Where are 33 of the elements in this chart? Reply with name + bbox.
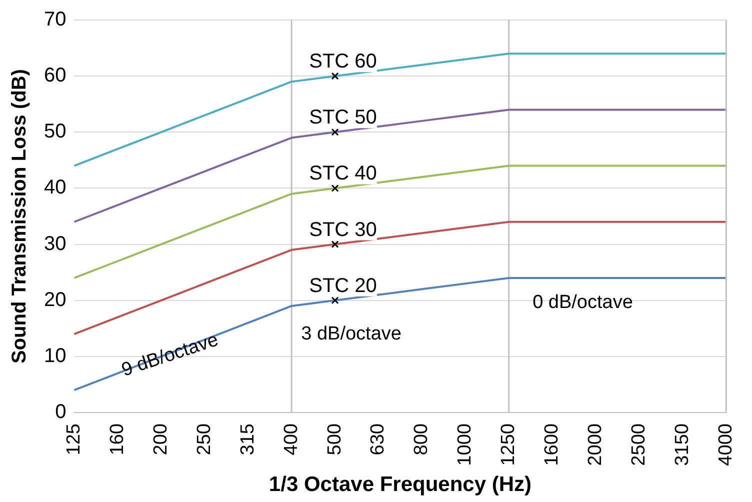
x-axis-title: 1/3 Octave Frequency (Hz) — [268, 473, 532, 496]
annotation: 3 dB/octave — [301, 323, 402, 344]
series-label: STC 20 — [309, 274, 377, 297]
x-tick-label: 125 — [63, 424, 84, 456]
y-tick-label: 0 — [55, 401, 66, 424]
y-tick-label: 40 — [44, 176, 66, 199]
x-tick-label: 315 — [237, 424, 258, 456]
x-tick-label: 630 — [368, 424, 389, 456]
x-tick-label: 2500 — [628, 424, 650, 466]
series-label: STC 40 — [309, 162, 377, 185]
x-tick-label: 800 — [411, 424, 432, 456]
y-tick-label: 20 — [44, 288, 66, 311]
series-label: STC 50 — [309, 106, 377, 129]
y-tick-label: 70 — [44, 8, 66, 31]
y-tick-label: 50 — [44, 120, 66, 143]
series-label: STC 60 — [309, 50, 377, 73]
x-tick-label: 4000 — [715, 424, 736, 466]
x-tick-label: 200 — [150, 424, 172, 456]
y-tick-label: 10 — [44, 344, 66, 367]
x-tick-label: 1250 — [498, 424, 520, 466]
x-tick-label: 3150 — [672, 424, 693, 466]
y-tick-label: 60 — [44, 64, 66, 87]
x-tick-label: 1600 — [542, 424, 563, 466]
x-tick-label: 2000 — [585, 424, 606, 466]
y-tick-label: 30 — [44, 232, 66, 255]
x-tick-label: 160 — [106, 424, 128, 456]
x-tick-label: 400 — [280, 424, 302, 456]
series-label: STC 30 — [309, 218, 377, 241]
annotation: 0 dB/octave — [532, 292, 633, 313]
x-tick-label: 500 — [324, 424, 346, 456]
y-axis-title: Sound Transmission Loss (dB) — [8, 69, 31, 364]
x-tick-label: 250 — [194, 424, 215, 456]
x-tick-label: 1000 — [454, 424, 476, 466]
